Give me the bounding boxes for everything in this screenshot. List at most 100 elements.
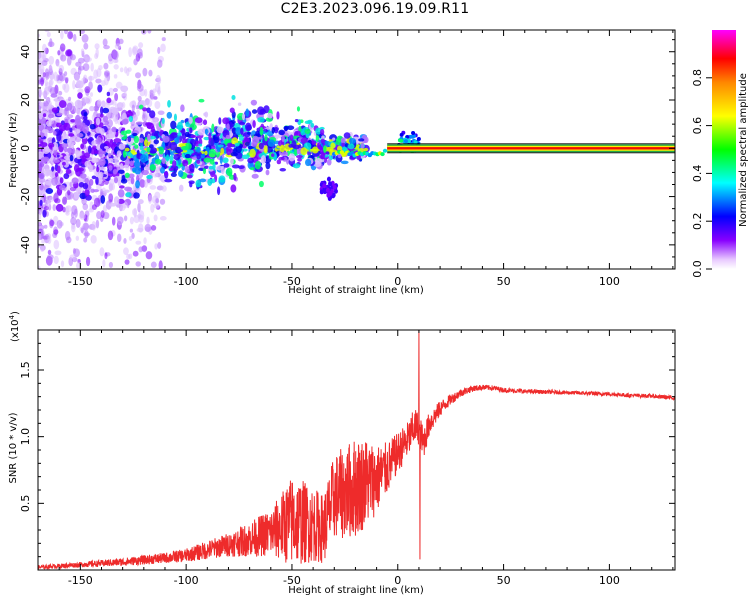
spectrogram-noise-blob [47, 249, 52, 255]
spectrogram-band-blob [241, 154, 250, 160]
spectrogram-band-blob [149, 164, 157, 171]
spectrogram-band-blob [265, 169, 270, 176]
spectrogram-noise-blob [42, 43, 47, 53]
spectrogram-noise-blob [83, 232, 91, 237]
spectrogram-noise-blob [98, 64, 103, 71]
spectrogram-band-blob [363, 136, 369, 144]
spectrogram-band-blob [117, 179, 122, 187]
spectrogram-noise-blob [64, 230, 71, 241]
colorbar-tick-label: 0.4 [691, 165, 704, 183]
spectrogram-band-blob [56, 165, 61, 174]
spectrogram-band-blob [134, 144, 139, 149]
spectrogram-x-label: Height of straight line (km) [288, 285, 424, 296]
spectrogram-band-blob [154, 158, 162, 165]
spectrogram-noise-blob [90, 62, 94, 72]
spectrogram-noise-blob [58, 64, 65, 73]
spectrogram-band-blob [68, 133, 75, 137]
spectrogram-noise-blob [148, 69, 153, 77]
spectrogram-band-blob [226, 167, 233, 177]
spectrogram-cluster-blob [416, 137, 421, 142]
spectrogram-band-blob [181, 149, 188, 153]
spectrogram-noise-blob [102, 38, 108, 47]
spectrogram-band-blob [116, 102, 124, 109]
spectrogram-cluster-blob [411, 133, 416, 138]
spectrogram-band-blob [208, 148, 217, 158]
colorbar-tick-label: 0.6 [691, 117, 704, 135]
spectrogram-band-blob [148, 135, 156, 140]
spectrogram-noise-blob [58, 90, 63, 96]
spectrogram-noise-blob [54, 250, 62, 256]
spectrogram-band-blob [83, 115, 88, 121]
spectrogram-band-blob [131, 151, 138, 155]
spectrogram-band-blob [279, 144, 285, 153]
spectrogram-noise-blob [146, 216, 150, 225]
spectrogram-noise-blob [132, 45, 139, 54]
snr-y-ticks: 0.5 1.0 1.5 [19, 329, 675, 558]
spectrogram-noise-blob [62, 83, 66, 91]
spectrogram-band-blob [151, 132, 159, 137]
spectrogram-band-blob [242, 148, 248, 152]
spectrogram-noise-blob [154, 243, 158, 250]
spectrogram-plot: -150 -100 -50 0 50 100 -40 -20 0 20 40 Height of … [8, 29, 676, 296]
spectrogram-band-blob [194, 117, 203, 124]
spectrogram-noise-blob [147, 30, 152, 34]
spectrogram-noise-blob [132, 250, 139, 257]
spectrogram-band-blob [247, 145, 255, 150]
spectrogram-noise-blob [39, 72, 44, 80]
spectrogram-noise-blob [91, 204, 97, 210]
spectrogram-band-blob [180, 104, 185, 113]
spectrogram-band-blob [185, 121, 191, 128]
spectrogram-noise-blob [129, 216, 134, 225]
spectrogram-noise-blob [137, 213, 142, 219]
spectrogram-band-blob [109, 139, 114, 148]
spectrogram-band-blob [182, 138, 187, 145]
spectrogram-noise-blob [47, 236, 52, 245]
spectrogram-band-blob [202, 119, 208, 126]
spectrogram-band-blob [58, 100, 67, 109]
spectrogram-noise-blob [126, 253, 131, 260]
spectrogram-band-blob [169, 167, 174, 172]
spectrogram-band-blob [71, 177, 79, 184]
spectrogram-band-blob [56, 154, 60, 158]
spectrogram-band-blob [189, 127, 193, 134]
spectrogram-noise-blob [104, 252, 108, 260]
spectrogram-band-blob [218, 175, 226, 183]
spectrogram-band-blob [114, 156, 119, 165]
spectrogram-band-blob [66, 138, 72, 145]
spectrogram-band-blob [45, 180, 52, 186]
spectrogram-band-blob [311, 140, 317, 146]
spectrogram-band-blob [105, 134, 113, 139]
spectrogram-cluster-blob [399, 138, 404, 143]
spectrogram-band-blob [42, 146, 50, 155]
spectrogram-noise-blob [56, 219, 63, 229]
spectrogram-band-blob [52, 130, 57, 136]
spectrogram-noise-blob [157, 59, 163, 68]
spectrogram-noise-blob [133, 207, 138, 218]
spectrogram-band-blob [279, 168, 287, 172]
spectrogram-noise-blob [57, 50, 61, 56]
spectrogram-band-blob [314, 157, 323, 164]
spectrogram-band-blob [79, 155, 87, 159]
spectrogram-band-blob [304, 120, 312, 125]
spectrogram-band-blob [149, 110, 156, 119]
spectrogram-y-tick-label: 20 [19, 93, 32, 107]
spectrogram-band-blob [245, 122, 252, 132]
spectrogram-noise-blob [123, 247, 129, 256]
spectrogram-band-blob [342, 146, 347, 152]
spectrogram-noise-blob [150, 261, 157, 268]
spectrogram-noise-blob [119, 67, 124, 73]
spectrogram-band-blob [120, 178, 128, 184]
spectrogram-band-blob [173, 113, 177, 122]
spectrogram-band-blob [125, 114, 130, 118]
spectrogram-noise-blob [49, 219, 55, 227]
spectrogram-band-blob [58, 184, 66, 191]
spectrogram-noise-blob [60, 30, 64, 40]
spectrogram-noise-blob [42, 100, 49, 107]
spectrogram-band-blob [69, 154, 74, 162]
spectrogram-band-blob [40, 157, 48, 164]
spectrogram-band-blob [164, 149, 171, 158]
spectrogram-noise-blob [75, 218, 81, 228]
spectrogram-noise-blob [118, 38, 124, 45]
spectrogram-band-blob [106, 97, 112, 104]
spectrogram-band-blob [300, 130, 306, 136]
